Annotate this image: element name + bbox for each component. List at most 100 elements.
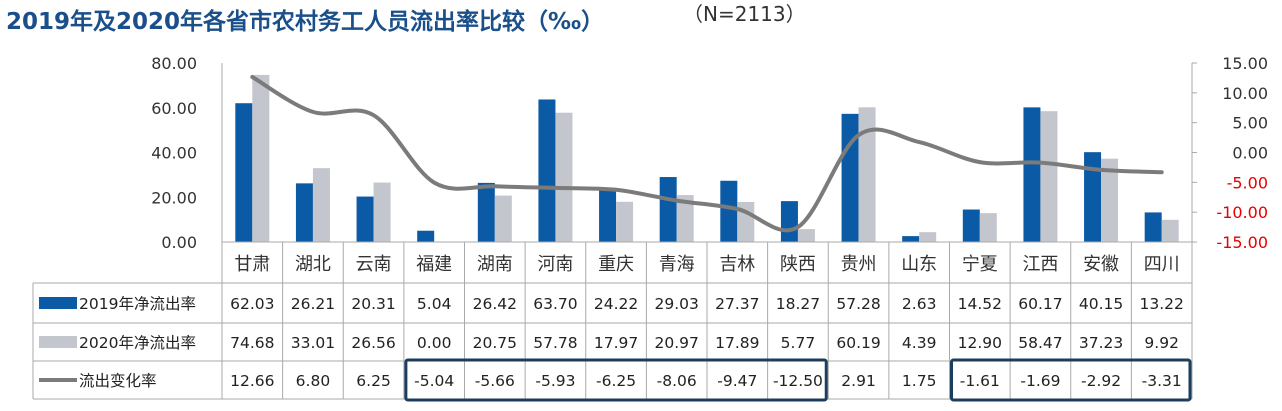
table-cell-value: 2.91 — [841, 372, 876, 390]
bar-2020 — [858, 107, 876, 242]
chart-title: 2019年及2020年各省市农村务工人员流出率比较（‰） — [6, 8, 604, 35]
bar-2020 — [676, 195, 694, 242]
category-label: 甘肃 — [234, 254, 270, 275]
bar-2019 — [417, 230, 435, 242]
table-cell-value: 5.04 — [417, 295, 452, 313]
table-cell-value: 58.47 — [1018, 334, 1062, 352]
data-table: 甘肃 湖北 云南 福建 湖南 河南 重庆 青海 吉林 陕西 贵州 山东 宁夏 江西 安徽 四川 2019年净流出… — [32, 241, 1193, 402]
left-axis-tick-label: 40.00 — [151, 144, 197, 163]
bar-2020 — [979, 213, 997, 242]
category-label: 河南 — [537, 254, 573, 275]
bar-2019 — [1084, 152, 1102, 242]
highlight-box — [950, 358, 1192, 402]
line-change-rate — [250, 75, 1164, 233]
right-axis-tick-label: 10.00 — [1222, 84, 1268, 103]
bar-2019 — [235, 103, 253, 242]
table-cell-value: -5.66 — [475, 372, 515, 390]
category-label: 山东 — [901, 254, 937, 275]
table-cell-value: 27.37 — [715, 295, 759, 313]
table-cell-value: 37.23 — [1079, 334, 1123, 352]
bar-2019 — [962, 209, 980, 242]
bar-2019 — [1144, 212, 1162, 242]
table-cell-value: 5.77 — [781, 334, 816, 352]
bar-2019 — [780, 201, 798, 242]
bar-2020 — [555, 112, 573, 242]
table-cell-value: 20.75 — [473, 334, 517, 352]
table-cell-value: 29.03 — [655, 295, 699, 313]
bar-2019 — [477, 182, 495, 242]
table-cell-value: -9.47 — [717, 372, 757, 390]
category-label: 宁夏 — [962, 254, 998, 275]
category-label: 云南 — [356, 254, 392, 275]
left-axis-tick-label: 60.00 — [151, 99, 197, 118]
table-cell-value: 17.89 — [715, 334, 759, 352]
bar-2019 — [841, 113, 859, 242]
table-cell-value: -1.69 — [1020, 372, 1060, 390]
category-label: 湖北 — [295, 254, 331, 275]
category-label: 福建 — [416, 254, 452, 275]
bar-2020 — [616, 201, 634, 242]
bar-2020 — [919, 232, 937, 242]
table-cell-value: 26.56 — [351, 334, 395, 352]
bar-2020 — [1161, 219, 1179, 242]
plot-area: 0.00 20.00 40.00 60.00 80.00 -15.00 -10.00 -5.0… — [151, 54, 1268, 252]
bar-2020 — [1101, 158, 1119, 242]
table-cell-value: 17.97 — [594, 334, 638, 352]
table-cell-value: 0.00 — [417, 334, 452, 352]
table-cell-value: -2.92 — [1081, 372, 1121, 390]
table-cell-value: 20.31 — [351, 295, 395, 313]
category-label: 陕西 — [780, 254, 816, 275]
legend-label: 流出变化率 — [79, 372, 157, 390]
table-cell-value: 26.21 — [291, 295, 335, 313]
bar-2020 — [312, 168, 330, 242]
left-axis-tick-label: 0.00 — [161, 233, 197, 252]
category-label: 重庆 — [598, 254, 634, 275]
table-cell-value: -3.31 — [1142, 372, 1182, 390]
bar-2019 — [659, 177, 677, 242]
category-label: 湖南 — [477, 254, 513, 275]
category-label: 江西 — [1022, 254, 1058, 275]
table-cell-value: -5.93 — [535, 372, 575, 390]
legend-label: 2019年净流出率 — [79, 295, 196, 313]
table-cell-value: -6.25 — [596, 372, 636, 390]
table-cell-value: 2.63 — [902, 295, 937, 313]
bar-2019 — [599, 187, 617, 242]
bar-2019 — [1023, 107, 1041, 242]
category-label: 安徽 — [1083, 254, 1119, 275]
table-cell-value: 60.19 — [836, 334, 880, 352]
table-cell-value: 26.42 — [473, 295, 517, 313]
table-cell-value: -5.04 — [414, 372, 454, 390]
right-axis-tick-label: -15.00 — [1216, 233, 1268, 252]
table-cell-value: 12.66 — [230, 372, 274, 390]
table-cell-value: 6.25 — [356, 372, 391, 390]
table-cell-value: 40.15 — [1079, 295, 1123, 313]
right-axis-tick-label: -10.00 — [1216, 203, 1268, 222]
right-axis-tick-label: 15.00 — [1222, 54, 1268, 73]
table-cell-value: 1.75 — [902, 372, 937, 390]
table-cell-value: 63.70 — [533, 295, 577, 313]
table-cell-value: 20.97 — [655, 334, 699, 352]
bar-2019 — [720, 180, 738, 242]
legend-swatch-2020 — [39, 336, 77, 348]
table-cell-value: -1.61 — [960, 372, 1000, 390]
left-axis-tick-label: 20.00 — [151, 188, 197, 207]
category-label: 青海 — [659, 254, 695, 275]
left-axis-tick-label: 80.00 — [151, 54, 197, 73]
bar-2019 — [356, 196, 374, 242]
table-cell-value: 24.22 — [594, 295, 638, 313]
table-cell-value: 12.90 — [958, 334, 1002, 352]
table-cell-value: -8.06 — [657, 372, 697, 390]
legend-label: 2020年净流出率 — [79, 334, 196, 352]
bar-2020 — [252, 74, 270, 242]
bar-2020 — [1040, 111, 1058, 243]
table-cell-value: 60.17 — [1018, 295, 1062, 313]
bar-2019 — [902, 236, 920, 242]
table-cell-value: -12.50 — [773, 372, 823, 390]
table-cell-value: 13.22 — [1140, 295, 1184, 313]
table-cell-value: 4.39 — [902, 334, 937, 352]
chart-subtitle: （N=2113） — [683, 2, 806, 26]
table-cell-value: 57.78 — [533, 334, 577, 352]
bar-2020 — [797, 229, 815, 242]
table-cell-value: 74.68 — [230, 334, 274, 352]
